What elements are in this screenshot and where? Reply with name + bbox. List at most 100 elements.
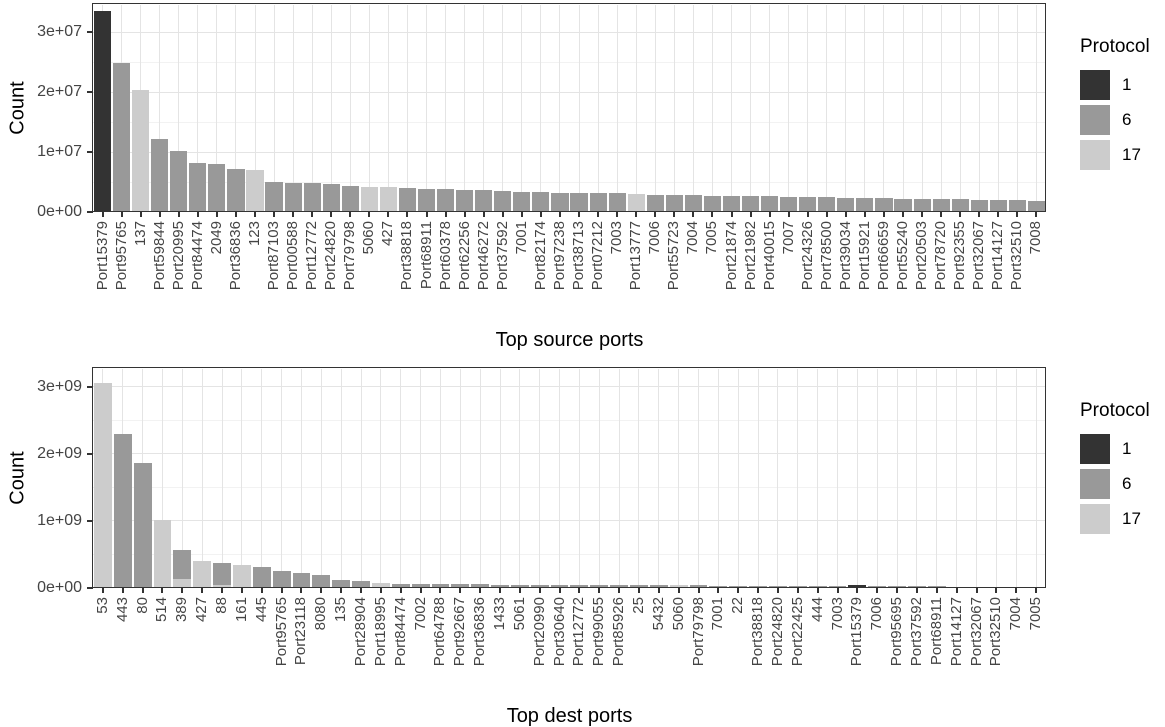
- bar-segment-protocol-6: [471, 584, 490, 588]
- legend-entry: 1: [1080, 434, 1150, 464]
- x-tick-label: 5060: [669, 597, 687, 631]
- bar-segment-protocol-6: [173, 550, 192, 579]
- category-gridline: [406, 5, 408, 211]
- y-tick-mark: [87, 151, 93, 154]
- x-tick-mark: [955, 588, 958, 593]
- bar-segment-protocol-17: [132, 89, 150, 212]
- x-tick-mark: [737, 588, 740, 593]
- category-gridline: [698, 369, 700, 587]
- x-tick-mark: [518, 588, 521, 593]
- y-tick-label: 2e+09: [37, 444, 82, 462]
- x-tick-label: 88: [213, 597, 231, 614]
- x-tick-mark: [161, 588, 164, 593]
- x-tick-label: 443: [113, 597, 131, 623]
- x-tick-mark: [978, 212, 981, 217]
- x-tick-mark: [673, 212, 676, 217]
- x-tick-mark: [101, 212, 104, 217]
- x-tick-mark: [399, 588, 402, 593]
- x-tick-label: 8080: [312, 597, 330, 631]
- major-gridline: [93, 386, 1046, 388]
- x-tick-label: 161: [232, 597, 250, 623]
- x-tick-label: Port32067: [967, 597, 985, 667]
- x-tick-label: Port20990: [530, 597, 548, 667]
- category-gridline: [519, 369, 521, 587]
- x-tick-mark: [940, 212, 943, 217]
- x-tick-label: Port36836: [471, 597, 489, 667]
- legend-swatch-protocol-1: [1080, 434, 1110, 464]
- x-tick-mark: [311, 212, 314, 217]
- legend-label: 1: [1122, 439, 1132, 458]
- category-gridline: [521, 5, 523, 211]
- x-tick-label: Port68911: [927, 597, 945, 666]
- major-gridline: [93, 91, 1046, 93]
- category-gridline: [178, 5, 180, 211]
- bar-segment-protocol-6: [411, 583, 430, 588]
- y-tick-mark: [87, 587, 93, 589]
- y-tick-label: 1e+09: [37, 511, 82, 529]
- x-tick-mark: [730, 212, 733, 217]
- bar-segment-protocol-6: [551, 192, 569, 212]
- x-tick-mark: [1035, 212, 1038, 217]
- x-tick-label: 5061: [510, 597, 528, 631]
- x-tick-label: Port18995: [371, 597, 389, 667]
- x-tick-mark: [618, 588, 621, 593]
- x-tick-mark: [768, 212, 771, 217]
- legend-swatch-protocol-1: [1080, 70, 1110, 100]
- legend-label: 6: [1122, 110, 1132, 129]
- bar-segment-protocol-6: [417, 188, 436, 212]
- category-gridline: [921, 5, 923, 211]
- category-gridline: [201, 369, 203, 587]
- x-tick-mark: [635, 212, 638, 217]
- x-axis-title: Top source ports: [495, 329, 644, 351]
- x-tick-mark: [300, 588, 303, 593]
- category-gridline: [320, 369, 322, 587]
- category-gridline: [757, 369, 759, 587]
- y-tick-label: 0e+00: [37, 579, 82, 596]
- x-tick-mark: [776, 588, 779, 593]
- x-tick-label: 53: [93, 597, 111, 614]
- category-gridline: [368, 5, 370, 211]
- category-gridline: [978, 5, 980, 211]
- category-gridline: [281, 369, 283, 587]
- bar-segment-protocol-6: [689, 585, 708, 588]
- x-tick-mark: [234, 212, 237, 217]
- bar-segment-protocol-1: [93, 11, 112, 212]
- bar-segment-protocol-6: [749, 585, 768, 588]
- category-gridline: [826, 5, 828, 211]
- category-gridline: [673, 5, 675, 211]
- x-tick-mark: [280, 588, 283, 593]
- x-tick-mark: [141, 588, 144, 593]
- category-gridline: [1016, 5, 1018, 211]
- bar-segment-protocol-6: [341, 186, 359, 212]
- x-tick-label: 7006: [868, 597, 886, 631]
- x-tick-mark: [101, 588, 104, 593]
- legend-swatch-protocol-6: [1080, 469, 1110, 499]
- category-gridline: [221, 369, 223, 587]
- x-tick-label: 389: [173, 597, 191, 623]
- bar-segment-protocol-6: [491, 584, 509, 588]
- bar-segment-protocol-6: [312, 574, 331, 588]
- x-tick-label: 22: [729, 597, 747, 614]
- x-tick-mark: [863, 212, 866, 217]
- bar-segment-protocol-6: [913, 198, 931, 212]
- bar-segment-protocol-17: [193, 561, 212, 588]
- x-tick-mark: [896, 588, 899, 593]
- category-gridline: [711, 5, 713, 211]
- category-gridline: [777, 369, 779, 587]
- x-tick-label: Port64788: [431, 597, 449, 667]
- x-tick-label: 25: [629, 597, 647, 614]
- bar-segment-protocol-6: [208, 164, 226, 212]
- x-tick-mark: [856, 588, 859, 593]
- bar-segment-protocol-6: [799, 197, 817, 212]
- legend-swatch-protocol-6: [1080, 105, 1110, 135]
- y-tick-label: 3e+09: [37, 377, 82, 395]
- category-gridline: [1015, 369, 1017, 587]
- x-tick-mark: [558, 588, 561, 593]
- bar-segment-protocol-6: [530, 584, 549, 588]
- bar-segment-protocol-6: [272, 571, 291, 588]
- x-tick-mark: [201, 588, 204, 593]
- category-gridline: [618, 369, 620, 587]
- bar-segment-protocol-6: [352, 580, 370, 588]
- category-gridline: [502, 5, 504, 211]
